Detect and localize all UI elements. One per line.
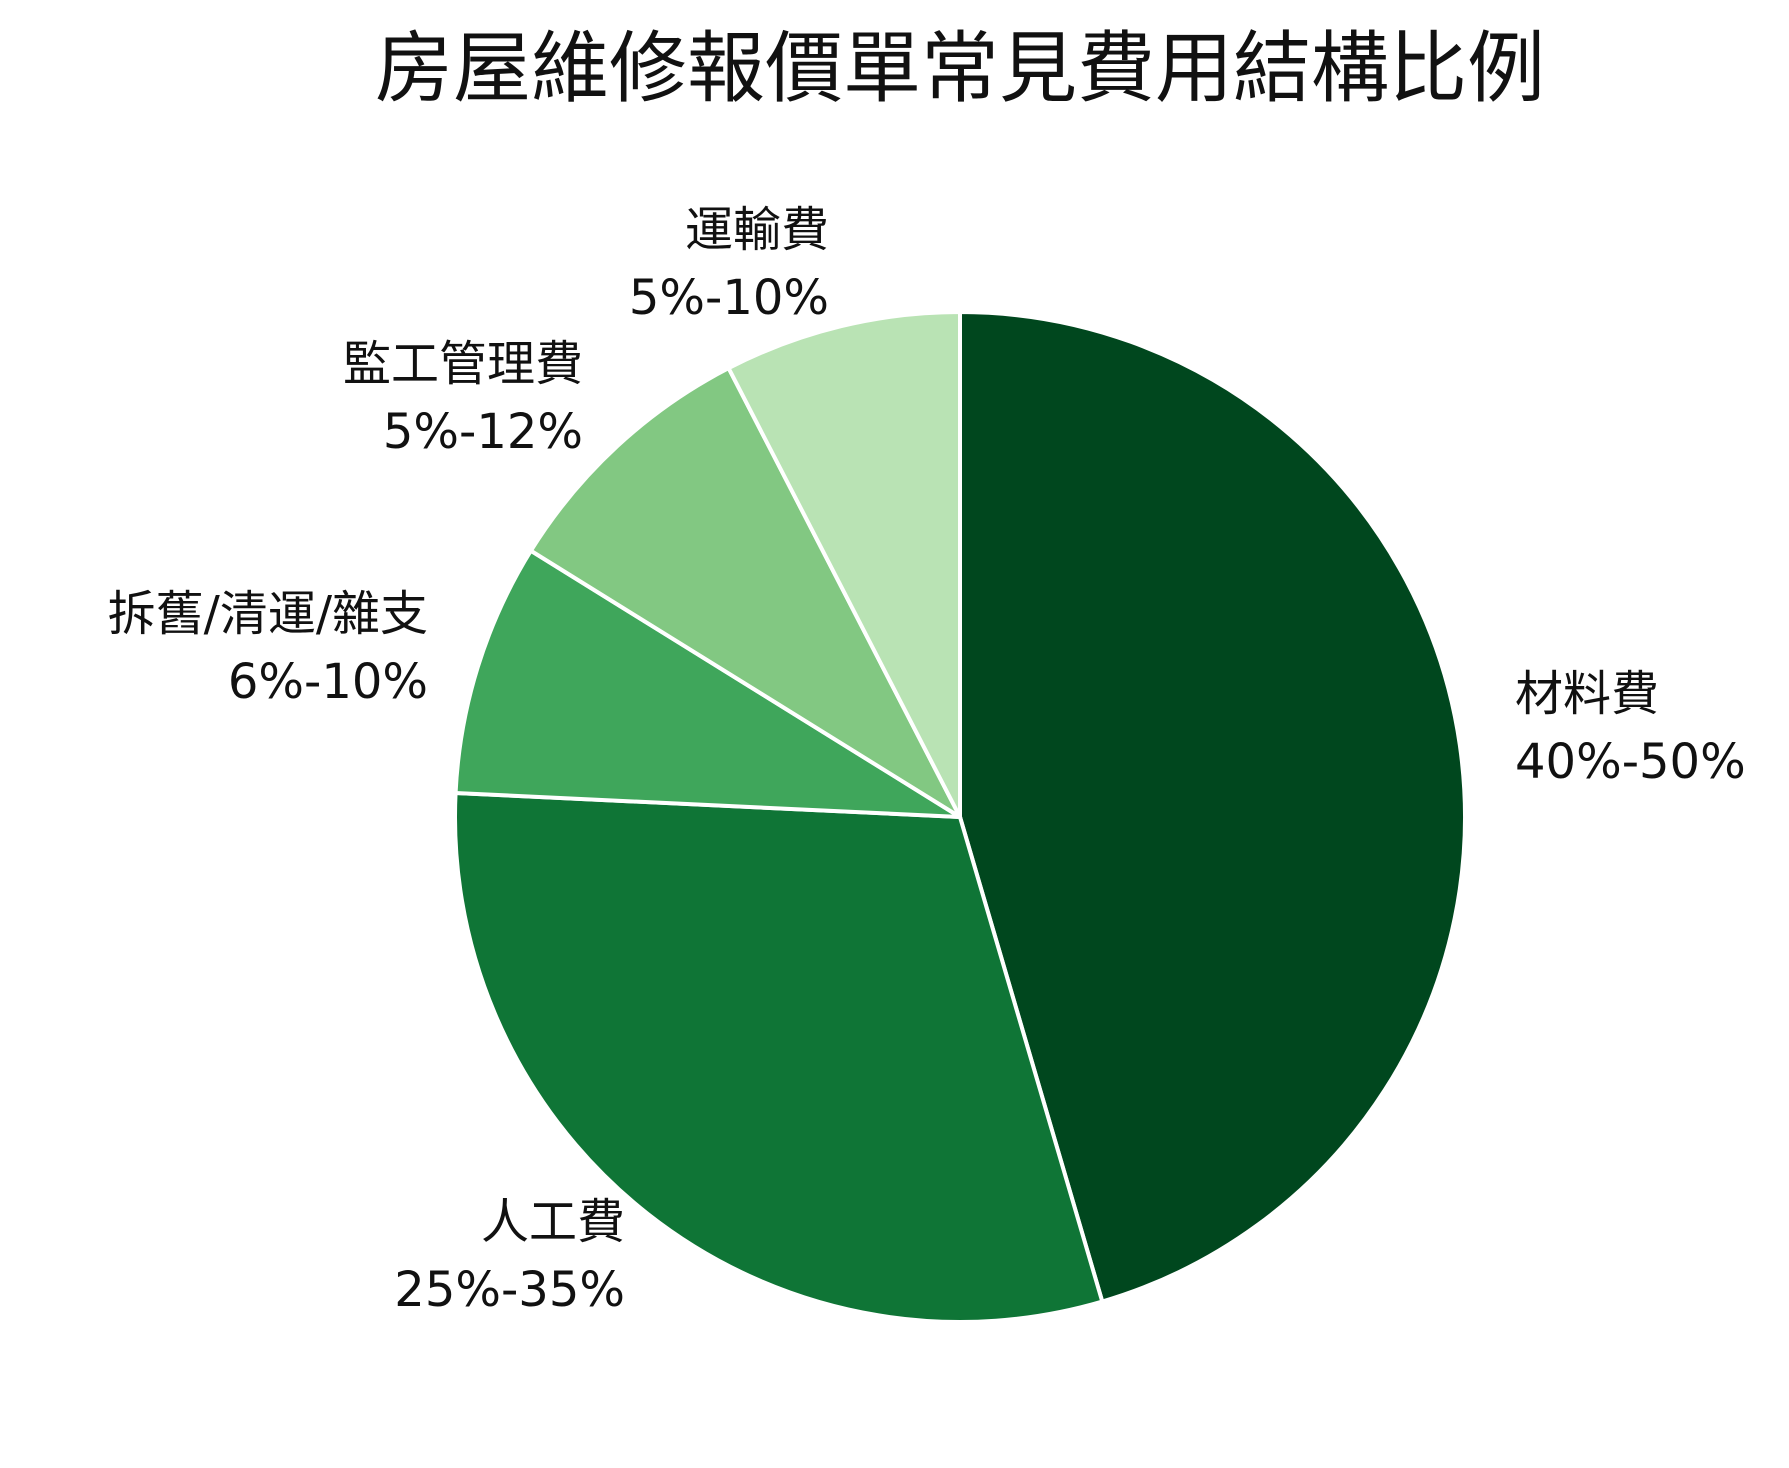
slice-label-name-3: 拆舊/清運/雜支 — [108, 586, 428, 642]
pie-slice-3 — [453, 548, 962, 819]
slice-label-range-5: 5%-10% — [629, 270, 829, 326]
slice-label-range-4: 5%-12% — [383, 404, 583, 460]
slice-label-range-1: 40%-50% — [1515, 734, 1746, 790]
slice-label-name-4: 監工管理費 — [343, 336, 583, 392]
slice-labels: 材料費 40%-50% 人工費 25%-35% 拆舊/清運/雜支 6%-10% 監工管理費 5… — [108, 202, 1746, 1318]
slice-label-name-2: 人工費 — [481, 1194, 625, 1250]
pie-slices — [453, 310, 1467, 1324]
pie-slice-1 — [958, 310, 1467, 1304]
pie-slice-4 — [528, 366, 962, 819]
chart-title: 房屋維修報價單常見費用結構比例 — [375, 24, 1545, 114]
pie-slice-5 — [726, 310, 962, 819]
slice-label-name-5: 運輸費 — [685, 202, 829, 258]
slice-label-range-3: 6%-10% — [228, 654, 428, 710]
slice-label-name-1: 材料費 — [1515, 666, 1659, 722]
slice-label-range-2: 25%-35% — [394, 1262, 625, 1318]
pie-slice-2 — [453, 790, 1105, 1324]
